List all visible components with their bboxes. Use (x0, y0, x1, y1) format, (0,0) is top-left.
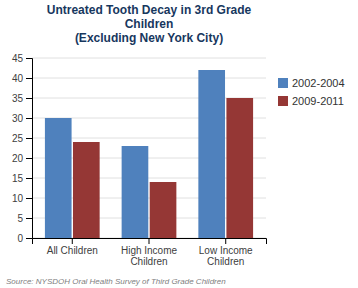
tick-label: 0 (17, 233, 23, 244)
bar (73, 142, 100, 238)
tick-label: 35 (12, 93, 24, 104)
tick-mark (26, 78, 32, 79)
legend: 2002-2004 2009-2011 (278, 77, 345, 107)
bar (45, 118, 72, 238)
tick-label: 45 (12, 53, 24, 64)
legend-swatch (278, 96, 288, 106)
tick: 40 (12, 73, 32, 84)
axis-line (26, 59, 33, 239)
bar (150, 182, 177, 238)
tick-mark (26, 238, 32, 239)
tick-mark (26, 58, 32, 59)
tick: 25 (12, 133, 32, 144)
tick-label: 10 (12, 193, 24, 204)
legend-swatch (278, 78, 288, 88)
tick-label: All Children (47, 245, 98, 256)
tick-mark (149, 238, 150, 244)
chart: Untreated Tooth Decay in 3rd GradeChildr… (0, 0, 358, 288)
title: Untreated Tooth Decay in 3rd GradeChildr… (47, 3, 252, 45)
axis-line (33, 239, 267, 245)
tick-label: 40 (12, 73, 24, 84)
tick-mark (26, 118, 32, 119)
tick: 0 (17, 233, 32, 244)
tick-label: 5 (17, 213, 23, 224)
tick-mark (26, 138, 32, 139)
tick: 45 (12, 53, 32, 64)
tick: 35 (12, 93, 32, 104)
legend-label: 2009-2011 (292, 95, 344, 107)
grid (32, 58, 266, 238)
bars (45, 70, 253, 238)
bar-series (45, 70, 225, 238)
tick-label: 25 (12, 133, 24, 144)
tick-mark (26, 198, 32, 199)
grid-line (32, 58, 266, 59)
legend-item: 2002-2004 (278, 77, 345, 89)
tick: Low IncomeChildren (199, 238, 253, 267)
tick: 5 (17, 213, 32, 224)
tick: 20 (12, 153, 32, 164)
tick-label: 30 (12, 113, 24, 124)
tick: 10 (12, 193, 32, 204)
tick-label: 15 (12, 173, 24, 184)
tick: 15 (12, 173, 32, 184)
tick-mark (72, 238, 73, 244)
bar (226, 98, 253, 238)
tick: 30 (12, 113, 32, 124)
plot: 0 5 10 15 20 25 30 35 40 45 All Children High Incom… (12, 53, 267, 267)
tick-label: 20 (12, 153, 24, 164)
legend-label: 2002-2004 (292, 77, 345, 89)
bar (198, 70, 225, 238)
tick: All Children (47, 238, 98, 256)
tick-label: High IncomeChildren (121, 245, 178, 267)
tick-label: Low IncomeChildren (199, 245, 253, 267)
legend-item: 2009-2011 (278, 95, 344, 107)
bar (122, 146, 149, 238)
tick-mark (26, 178, 32, 179)
y-axis: 0 5 10 15 20 25 30 35 40 45 (12, 53, 33, 244)
tick-mark (225, 238, 226, 244)
tick: High IncomeChildren (121, 238, 178, 267)
grid-line (32, 78, 266, 79)
tick-mark (26, 98, 32, 99)
bar-series (73, 98, 253, 238)
tick-mark (26, 158, 32, 159)
tick-mark (26, 218, 32, 219)
x-axis: All Children High IncomeChildren Low Incom… (33, 238, 267, 267)
annotation: Source: NYSDOH Oral Health Survey of Thi… (6, 277, 226, 286)
